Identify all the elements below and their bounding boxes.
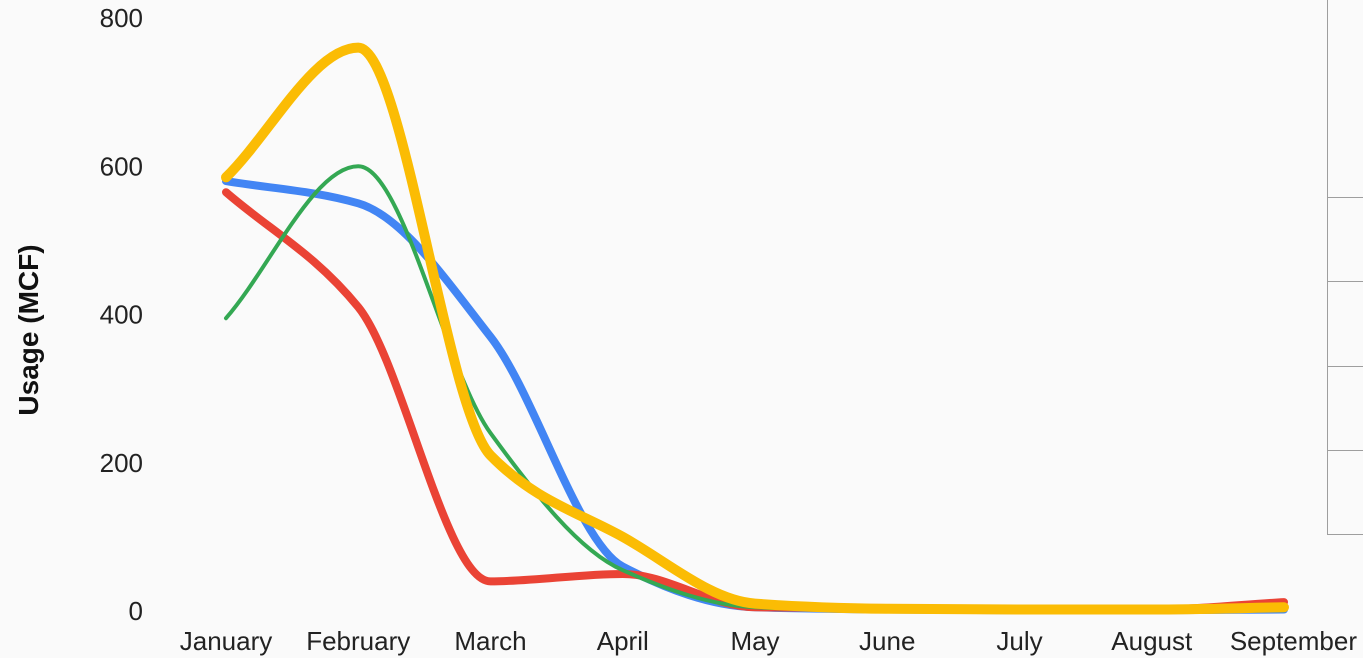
x-tick-label: January xyxy=(180,626,273,656)
y-tick-label: 600 xyxy=(100,151,143,181)
x-tick-label: April xyxy=(597,626,649,656)
x-tick-label: August xyxy=(1111,626,1193,656)
x-tick-label: July xyxy=(996,626,1042,656)
series-line-1 xyxy=(222,177,1288,615)
series-line-2 xyxy=(222,188,1288,614)
x-tick-label: March xyxy=(454,626,526,656)
x-tick-label: May xyxy=(730,626,779,656)
legend-panel xyxy=(1327,0,1363,535)
y-tick-label: 400 xyxy=(100,300,143,330)
series-line-4 xyxy=(221,42,1289,615)
y-tick-label: 0 xyxy=(129,596,143,626)
y-tick-label: 800 xyxy=(100,3,143,33)
x-tick-labels: January February March April May June July Augu… xyxy=(180,626,1358,656)
x-tick-label: February xyxy=(306,626,410,656)
x-tick-label: June xyxy=(859,626,915,656)
y-tick-labels: 0 200 400 600 800 xyxy=(100,3,143,626)
series-lines xyxy=(221,42,1289,615)
y-axis-title: Usage (MCF) xyxy=(13,244,44,415)
y-tick-label: 200 xyxy=(100,448,143,478)
series-line-3 xyxy=(224,164,1286,613)
x-tick-label: September xyxy=(1230,626,1358,656)
